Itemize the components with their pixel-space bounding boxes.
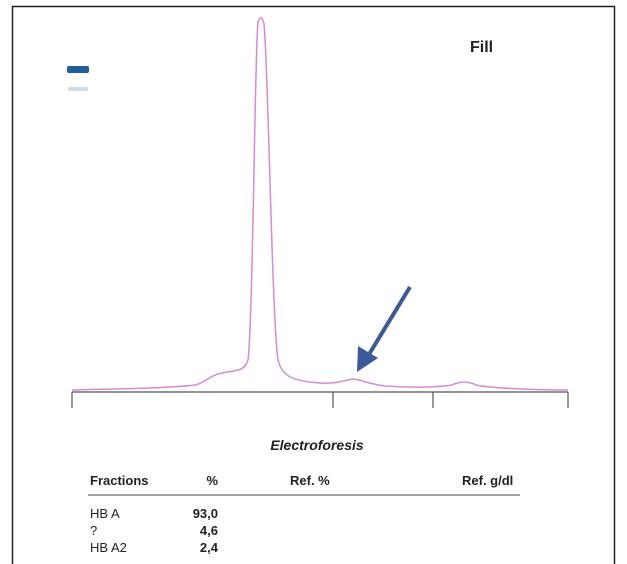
- table-header: Ref. %: [290, 473, 330, 488]
- table-header: Ref. g/dl: [462, 473, 513, 488]
- fraction-name: HB A: [90, 506, 120, 521]
- gel-band-faint: [68, 87, 88, 91]
- label: Fill: [470, 39, 493, 56]
- fraction-percent: 2,4: [200, 540, 219, 555]
- table-header: Fractions: [90, 473, 149, 488]
- fraction-percent: 4,6: [200, 523, 218, 538]
- gel-band: [67, 66, 89, 73]
- fraction-percent: 93,0: [193, 506, 218, 521]
- report: Fill Electroforesis Fractions % Ref. % R…: [0, 0, 627, 564]
- fraction-name: HB A2: [90, 540, 127, 555]
- title: Electroforesis: [270, 437, 364, 453]
- table-header: %: [206, 473, 218, 488]
- fraction-name: ?: [90, 523, 97, 538]
